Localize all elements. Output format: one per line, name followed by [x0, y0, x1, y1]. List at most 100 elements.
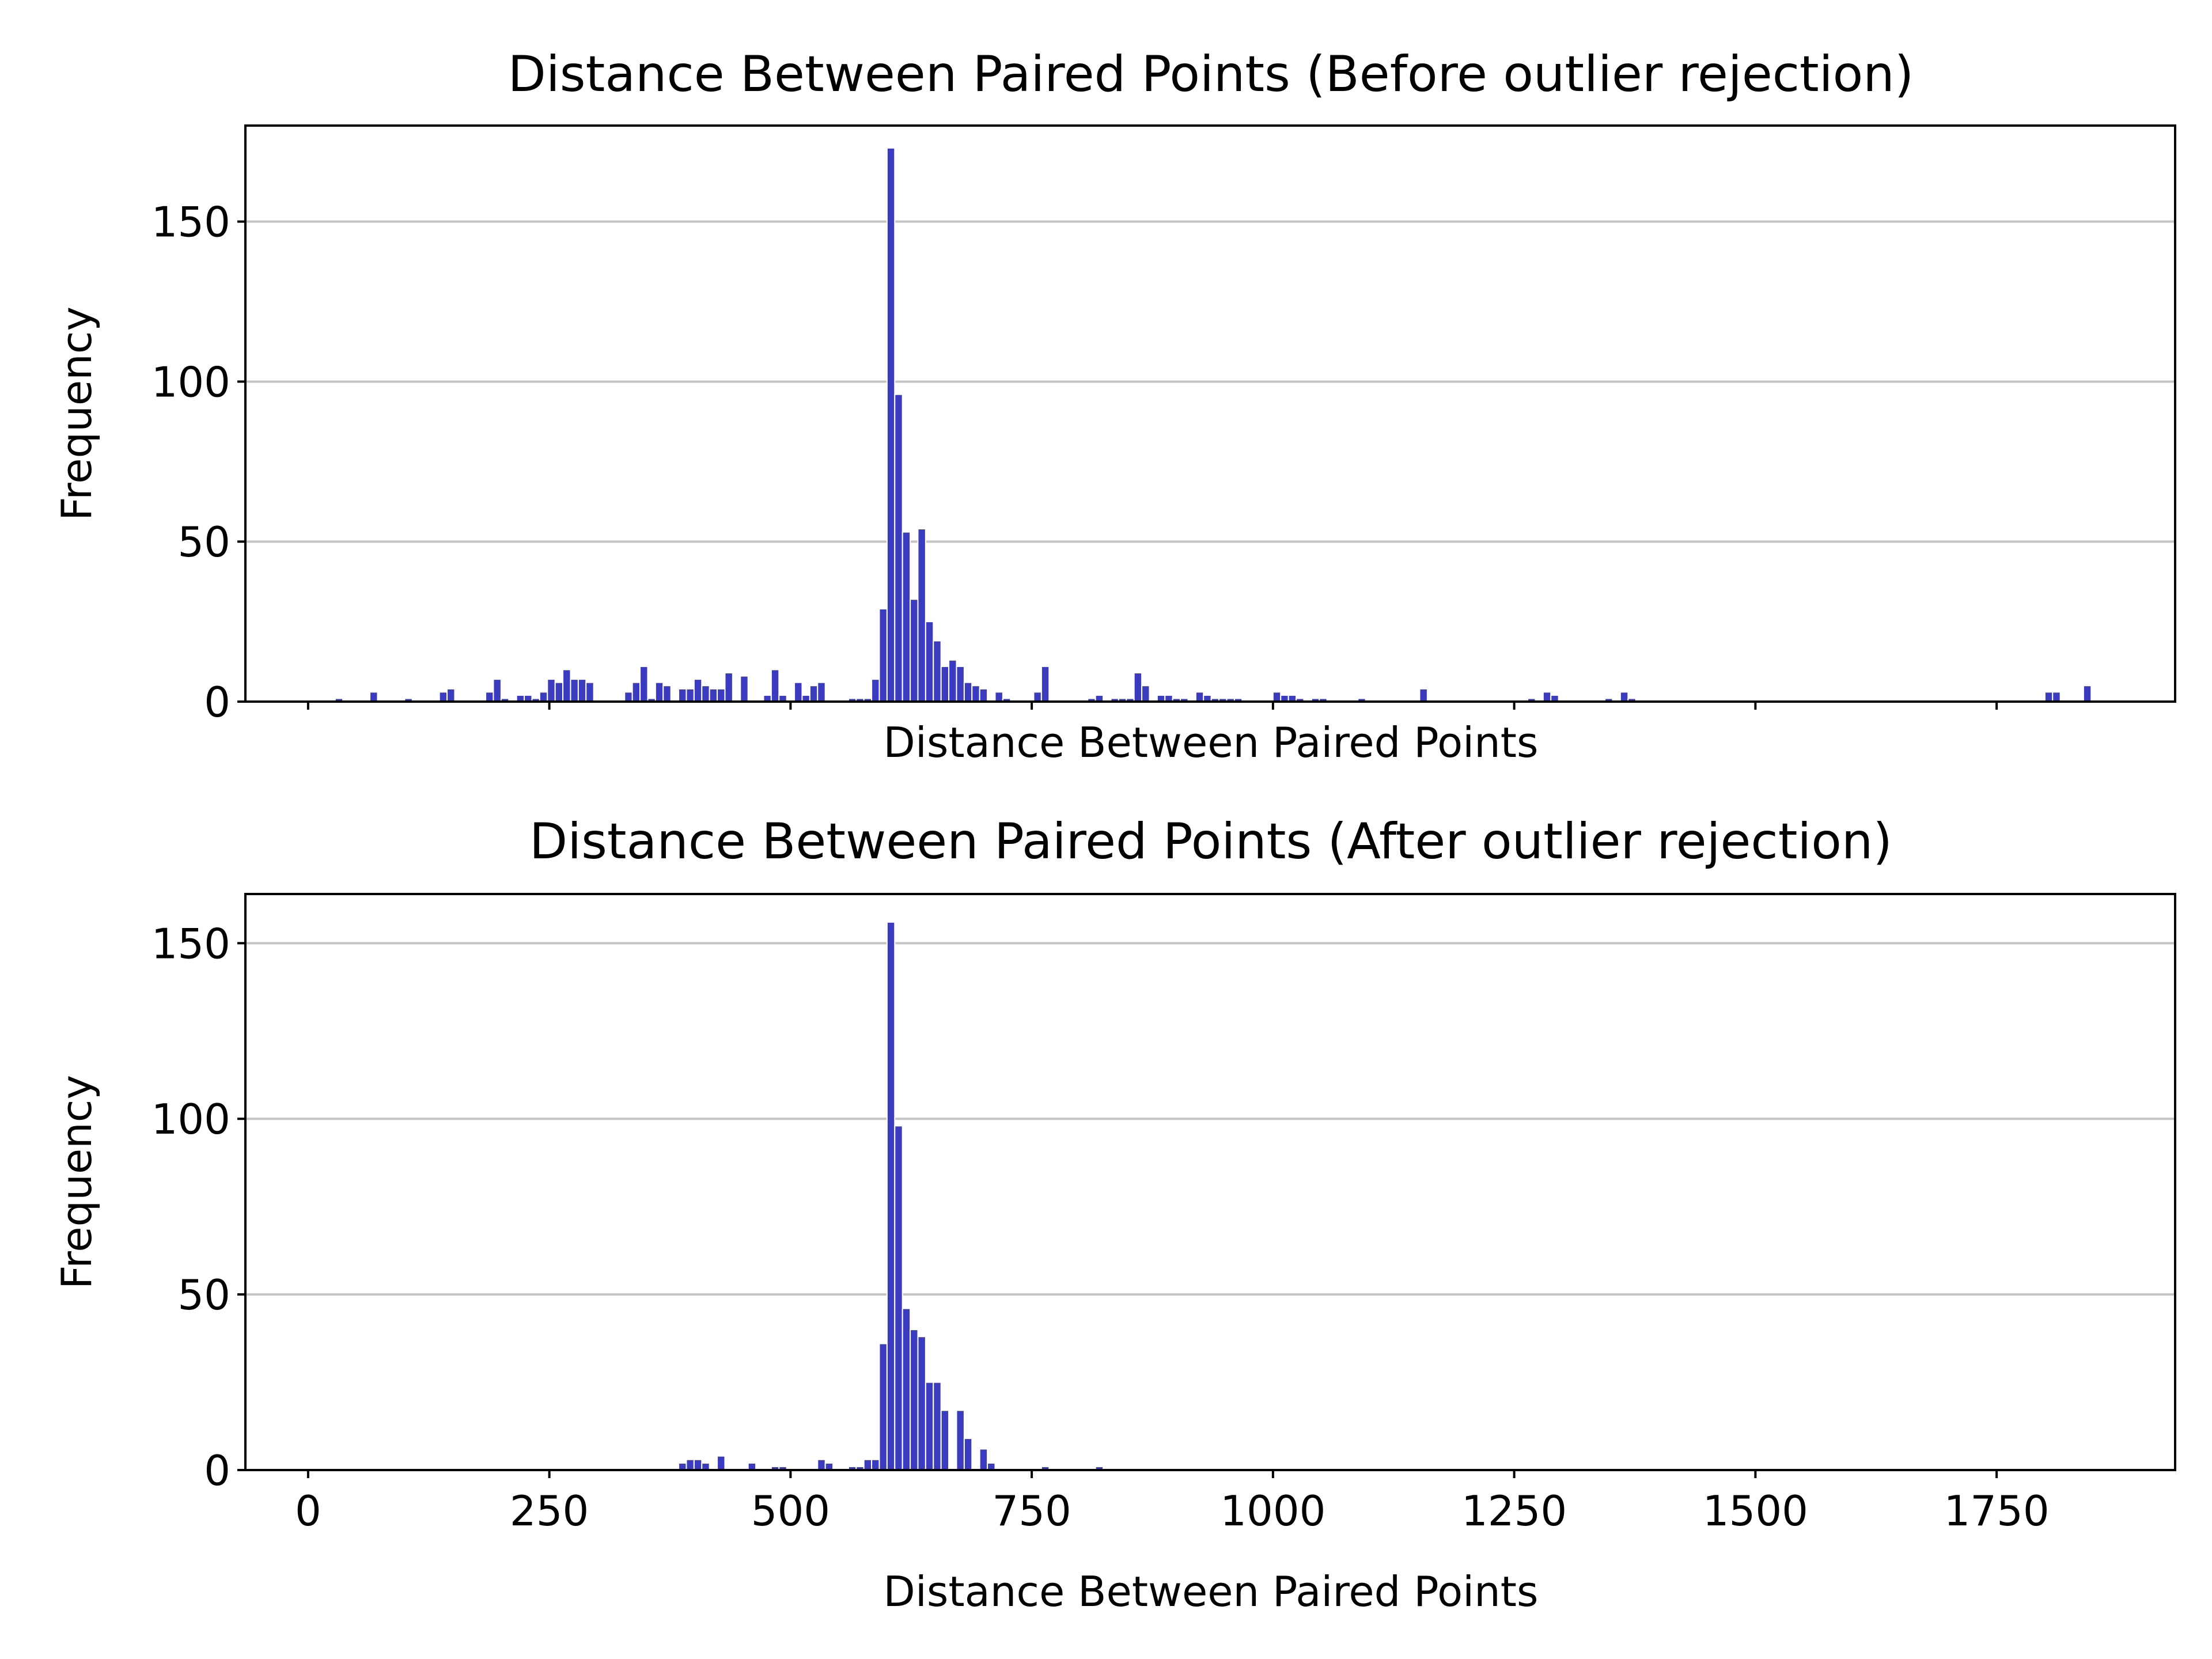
histogram-bar [871, 1459, 880, 1471]
histogram-bar [577, 679, 587, 702]
histogram-bar [493, 679, 502, 702]
histogram-bar [817, 681, 826, 702]
histogram-bar [631, 681, 641, 702]
y-axis-label: Frequency [52, 1075, 101, 1289]
histogram-bar [709, 688, 718, 703]
histogram-bar [910, 1329, 919, 1471]
x-tick-label: 1500 [1703, 1487, 1808, 1535]
histogram-bar [1141, 685, 1150, 702]
histogram-bar [940, 1410, 950, 1471]
x-tick-label: 750 [992, 1487, 1071, 1535]
histogram-bar [547, 679, 556, 702]
y-axis: 0 50 100 150 [151, 919, 245, 1495]
x-axis-label: Distance Between Paired Points [883, 1567, 1538, 1616]
histogram-bar [878, 1343, 888, 1471]
y-axis: 0 50 100 150 [151, 198, 245, 726]
y-tick-label: 100 [151, 358, 230, 406]
histogram-bar [917, 528, 926, 702]
x-tick-label: 1750 [1944, 1487, 2050, 1535]
x-axis-label: Distance Between Paired Points [883, 718, 1538, 767]
histogram-bar [693, 1459, 703, 1471]
chart-title: Distance Between Paired Points (Before o… [508, 46, 1914, 103]
x-tick-label: 1250 [1461, 1487, 1567, 1535]
histogram-bar [585, 681, 594, 702]
histogram-bar [994, 691, 1003, 703]
chart-before: Distance Between Paired Points (Before o… [52, 46, 2176, 767]
histogram-bar [940, 665, 950, 703]
histogram-bar [1619, 691, 1629, 703]
histogram-bar [678, 688, 687, 703]
histogram-bar [685, 688, 695, 703]
histogram-bar [2082, 685, 2092, 702]
y-tick-label: 0 [204, 1446, 230, 1495]
histogram-bar [925, 621, 934, 702]
histogram-bar [2052, 691, 2061, 703]
histogram-bar [570, 679, 579, 702]
histogram-bars [678, 921, 1104, 1471]
plot-frame [244, 124, 2176, 703]
histogram-bar [963, 681, 973, 702]
histogram-bars [334, 147, 2092, 703]
x-axis [306, 702, 1998, 710]
histogram-bar [933, 640, 942, 703]
histogram-bar [1133, 672, 1143, 702]
x-tick-label: 1000 [1220, 1487, 1325, 1535]
y-tick-label: 50 [177, 518, 230, 566]
histogram-bar [794, 681, 803, 702]
histogram-bar [894, 1125, 903, 1471]
histogram-bar [624, 691, 633, 703]
histogram-bar [717, 1455, 726, 1471]
histogram-bar [446, 688, 456, 703]
histogram-bar [693, 679, 703, 702]
histogram-bar [878, 608, 888, 703]
histogram-bar [2044, 691, 2054, 703]
histogram-bar [562, 669, 571, 703]
histogram-bar [369, 691, 378, 703]
histogram-bar [917, 1336, 926, 1471]
histogram-bar [1033, 691, 1042, 703]
histogram-bar [979, 1448, 988, 1471]
y-gridlines [245, 942, 2175, 1296]
histogram-bar [701, 685, 710, 702]
y-tick-label: 0 [204, 678, 230, 726]
histogram-bar [956, 665, 965, 703]
histogram-bar [948, 659, 957, 703]
histogram-bar [963, 1438, 973, 1471]
histogram-bar [925, 1381, 934, 1471]
histogram-bar [1195, 691, 1205, 703]
histogram-bar [438, 691, 448, 703]
plot-frame [244, 893, 2176, 1471]
y-tick-label: 150 [151, 919, 230, 968]
histogram-bar [817, 1459, 826, 1471]
histogram-bar [894, 393, 903, 702]
histogram-bar [724, 672, 733, 702]
histogram-bar [539, 691, 548, 703]
y-gridlines [245, 220, 2175, 543]
histogram-bar [1272, 691, 1282, 703]
histogram-bar [685, 1459, 695, 1471]
histogram-bar [662, 685, 672, 702]
histogram-bar [654, 681, 664, 702]
histogram-bar [956, 1410, 965, 1471]
y-tick-label: 100 [151, 1095, 230, 1143]
x-axis: 0 250 500 750 1000 1250 1500 1750 [295, 1470, 2050, 1535]
y-tick-label: 50 [177, 1271, 230, 1319]
y-tick-label: 150 [151, 198, 230, 247]
histogram-bar [770, 669, 780, 703]
x-tick-label: 0 [295, 1487, 321, 1535]
histogram-bar [639, 665, 649, 703]
histogram-bar [809, 685, 819, 702]
chart-title: Distance Between Paired Points (After ou… [529, 813, 1892, 870]
histogram-bar [902, 531, 911, 702]
histogram-bar [1419, 688, 1428, 703]
histogram-bar [971, 685, 980, 702]
histogram-bar [717, 688, 726, 703]
y-axis-label: Frequency [52, 306, 101, 521]
histogram-bar [902, 1308, 911, 1471]
x-tick-label: 250 [510, 1487, 589, 1535]
histogram-bar [886, 921, 896, 1471]
histogram-bar [910, 599, 919, 702]
x-tick-label: 500 [751, 1487, 830, 1535]
histogram-bar [933, 1381, 942, 1471]
